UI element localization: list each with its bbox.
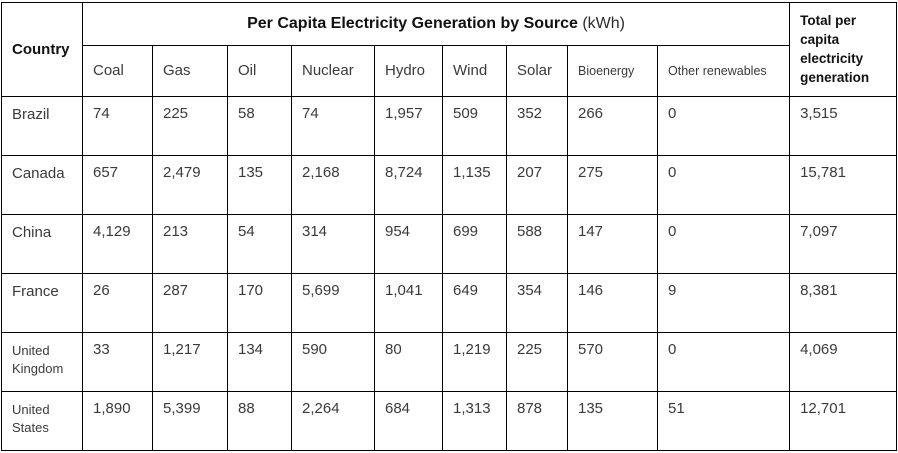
table-row-france: France 26 287 170 5,699 1,041 649 354 146 9 8,381 [1, 272, 898, 333]
value-cell-gas: 213 [152, 213, 228, 274]
value-cell-hydro: 8,724 [374, 154, 443, 215]
value-cell-solar: 354 [506, 272, 568, 333]
value-cell-gas: 1,217 [152, 331, 228, 392]
table-row-united-kingdom: United Kingdom 33 1,217 134 590 80 1,219 225 570… [1, 331, 898, 392]
country-cell: United States [1, 390, 83, 451]
value-cell-bioenergy: 135 [567, 390, 658, 451]
country-cell: France [1, 272, 83, 333]
value-cell-other-renewables: 0 [656, 95, 791, 156]
total-cell: 7,097 [789, 213, 898, 274]
total-cell: 15,781 [789, 154, 898, 215]
value-cell-wind: 699 [442, 213, 507, 274]
value-cell-solar: 207 [506, 154, 568, 215]
column-header-hydro: Hydro [374, 44, 443, 97]
column-header-other-renewables: Other renewables [656, 44, 791, 97]
table-row-brazil: Brazil 74 225 58 74 1,957 509 352 266 0 3,515 [1, 95, 898, 156]
column-header-bioenergy: Bioenergy [567, 44, 658, 97]
title-row: Country Per Capita Electricity Generatio… [1, 2, 898, 97]
value-cell-wind: 1,219 [442, 331, 507, 392]
group-header: Per Capita Electricity Generation by Sou… [81, 2, 791, 46]
value-cell-hydro: 80 [374, 331, 443, 392]
value-cell-oil: 134 [227, 331, 292, 392]
total-cell: 4,069 [789, 331, 898, 392]
total-cell: 3,515 [789, 95, 898, 156]
column-header-oil: Oil [227, 44, 292, 97]
value-cell-nuclear: 2,264 [291, 390, 375, 451]
value-cell-coal: 74 [82, 95, 153, 156]
value-cell-hydro: 684 [374, 390, 443, 451]
value-cell-coal: 1,890 [82, 390, 153, 451]
value-cell-oil: 170 [227, 272, 292, 333]
group-header-unit: (kWh) [582, 14, 625, 32]
total-cell: 8,381 [789, 272, 898, 333]
value-cell-wind: 1,313 [442, 390, 507, 451]
table-body: Brazil 74 225 58 74 1,957 509 352 266 0 3,515 Canad… [1, 95, 898, 451]
source-header-row: Coal Gas Oil Nuclear Hydro Wind Solar Bioenergy… [2, 44, 897, 97]
value-cell-bioenergy: 266 [567, 95, 658, 156]
table-row-canada: Canada 657 2,479 135 2,168 8,724 1,135 207 275 0 1… [1, 154, 898, 215]
table-row-united-states: United States 1,890 5,399 88 2,264 684 1,313 87… [1, 390, 898, 451]
value-cell-bioenergy: 146 [567, 272, 658, 333]
value-cell-solar: 225 [506, 331, 568, 392]
value-cell-other-renewables: 51 [656, 390, 791, 451]
value-cell-coal: 4,129 [82, 213, 153, 274]
value-cell-oil: 54 [227, 213, 292, 274]
column-header-wind: Wind [442, 44, 507, 97]
group-header-title: Per Capita Electricity Generation by Sou… [247, 14, 578, 32]
value-cell-gas: 287 [152, 272, 228, 333]
column-header-nuclear: Nuclear [291, 44, 375, 97]
value-cell-wind: 509 [442, 95, 507, 156]
value-cell-solar: 352 [506, 95, 568, 156]
total-column-header: Total per capita electricity generation [789, 2, 898, 97]
value-cell-solar: 588 [506, 213, 568, 274]
value-cell-hydro: 1,957 [374, 95, 443, 156]
value-cell-other-renewables: 0 [656, 213, 791, 274]
value-cell-gas: 2,479 [152, 154, 228, 215]
value-cell-oil: 88 [227, 390, 292, 451]
value-cell-coal: 657 [82, 154, 153, 215]
value-cell-hydro: 1,041 [374, 272, 443, 333]
value-cell-solar: 878 [506, 390, 568, 451]
value-cell-oil: 58 [227, 95, 292, 156]
value-cell-wind: 1,135 [442, 154, 507, 215]
value-cell-nuclear: 5,699 [291, 272, 375, 333]
total-cell: 12,701 [789, 390, 898, 451]
column-header-gas: Gas [152, 44, 228, 97]
value-cell-nuclear: 314 [291, 213, 375, 274]
value-cell-hydro: 954 [374, 213, 443, 274]
value-cell-other-renewables: 0 [656, 154, 791, 215]
country-column-header: Country [1, 2, 83, 97]
column-header-solar: Solar [506, 44, 568, 97]
value-cell-nuclear: 74 [291, 95, 375, 156]
value-cell-coal: 33 [82, 331, 153, 392]
country-cell: China [1, 213, 83, 274]
country-cell: Canada [1, 154, 83, 215]
country-cell: Brazil [1, 95, 83, 156]
table-header: Country Per Capita Electricity Generatio… [1, 2, 898, 97]
value-cell-wind: 649 [442, 272, 507, 333]
column-header-coal: Coal [82, 44, 153, 97]
value-cell-bioenergy: 275 [567, 154, 658, 215]
value-cell-bioenergy: 570 [567, 331, 658, 392]
value-cell-nuclear: 2,168 [291, 154, 375, 215]
value-cell-bioenergy: 147 [567, 213, 658, 274]
country-cell: United Kingdom [1, 331, 83, 392]
value-cell-gas: 225 [152, 95, 228, 156]
value-cell-nuclear: 590 [291, 331, 375, 392]
value-cell-coal: 26 [82, 272, 153, 333]
value-cell-gas: 5,399 [152, 390, 228, 451]
table-row-china: China 4,129 213 54 314 954 699 588 147 0 7,097 [1, 213, 898, 274]
value-cell-oil: 135 [227, 154, 292, 215]
value-cell-other-renewables: 0 [656, 331, 791, 392]
value-cell-other-renewables: 9 [656, 272, 791, 333]
